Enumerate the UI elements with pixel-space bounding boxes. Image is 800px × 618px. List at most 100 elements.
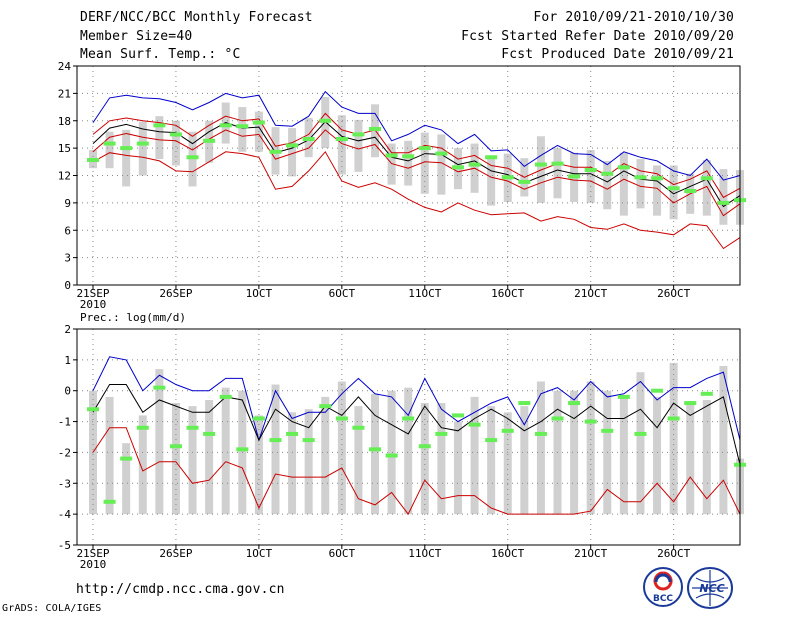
ensemble-box [404, 140, 413, 186]
ensemble-box [337, 115, 346, 175]
observed-marker [534, 162, 547, 167]
ensemble-box [171, 403, 180, 515]
observed-marker [601, 171, 614, 176]
x-tick-label: 16OCT [491, 287, 524, 300]
observed-marker [136, 425, 149, 430]
ensemble-box [487, 406, 496, 515]
ensemble-box [420, 132, 429, 194]
observed-marker [485, 438, 498, 443]
website-url[interactable]: http://cmdp.ncc.cma.gov.cn [76, 582, 285, 597]
observed-marker [335, 137, 348, 141]
y-tick-label: 12 [58, 170, 71, 183]
bcc-logo-text: BCC [653, 594, 673, 604]
x-tick-label: 6OCT [329, 287, 356, 300]
y-tick-label: 18 [58, 115, 71, 128]
ensemble-box [669, 165, 678, 220]
observed-marker [269, 149, 282, 154]
observed-marker [684, 189, 697, 194]
ensemble-box [619, 152, 628, 216]
observed-marker [551, 161, 564, 166]
observed-marker [584, 168, 597, 173]
header-left-line-3: Mean Surf. Temp.: °C [80, 47, 241, 62]
observed-marker [634, 175, 647, 180]
x-tick-label: 26SEP [159, 547, 192, 560]
ensemble-box [570, 390, 579, 515]
observed-marker [700, 176, 713, 181]
ensemble-box [520, 406, 529, 515]
observed-marker [418, 444, 431, 449]
ncc-logo-text: NCC [699, 582, 724, 595]
y-tick-label: -1 [58, 416, 71, 429]
ensemble-box [503, 412, 512, 515]
ensemble-box [653, 396, 662, 515]
ensemble-box [221, 387, 230, 515]
header-right-line-1: For 2010/09/21-2010/10/30 [533, 10, 734, 25]
observed-marker [186, 425, 199, 430]
series-line-lower [92, 129, 741, 217]
observed-marker [87, 407, 99, 412]
y-tick-label: -2 [58, 446, 71, 459]
y-tick-label: 3 [64, 252, 71, 265]
ensemble-box [437, 403, 446, 515]
observed-marker [302, 137, 315, 141]
ensemble-box [636, 372, 645, 515]
ensemble-box [171, 120, 180, 166]
observed-marker [501, 175, 514, 180]
observed-marker [286, 431, 299, 436]
ensemble-box [155, 369, 164, 515]
observed-marker [402, 416, 415, 421]
observed-marker [485, 155, 498, 160]
observed-marker [468, 162, 481, 167]
y-tick-label: 6 [64, 224, 71, 237]
ensemble-box [536, 381, 545, 515]
chart-panel-1: 0 3 6 9 12 15 18 21 24 21SEP 26SEP 1OCT 6OCT 11OCT 16O… [58, 60, 746, 324]
ensemble-box [238, 107, 247, 152]
ensemble-box [138, 415, 147, 515]
observed-marker [551, 416, 564, 421]
ensemble-box [702, 159, 711, 216]
observed-marker [518, 179, 531, 184]
observed-marker [236, 447, 249, 452]
y-tick-label: 0 [64, 279, 71, 292]
observed-marker [634, 431, 647, 436]
observed-marker [252, 416, 265, 421]
observed-marker [435, 431, 448, 436]
ensemble-box [271, 384, 280, 515]
ensemble-box [105, 396, 114, 515]
ensemble-box [686, 403, 695, 515]
observed-marker [451, 413, 464, 418]
x-tick-label: 11OCT [408, 547, 441, 560]
observed-marker [103, 141, 116, 146]
observed-marker [568, 401, 581, 406]
bcc-logo: BCC [643, 567, 683, 607]
ensemble-box [437, 134, 446, 195]
header-left-line-2: Member Size=40 [80, 29, 193, 44]
ensemble-box [122, 129, 131, 187]
ensemble-box [420, 403, 429, 515]
ensemble-box [205, 399, 214, 515]
observed-marker [87, 157, 99, 162]
y-tick-label: 21 [58, 87, 71, 100]
observed-marker [568, 174, 581, 179]
series-line-min [92, 427, 741, 516]
observed-marker [385, 453, 398, 458]
observed-marker [700, 391, 713, 396]
x-year-label: 2010 [80, 558, 107, 571]
x-tick-label: 26SEP [159, 287, 192, 300]
observed-marker [601, 428, 614, 433]
observed-marker [153, 123, 166, 128]
observed-marker [286, 143, 299, 148]
ensemble-box [321, 396, 330, 515]
x-tick-label: 11OCT [408, 287, 441, 300]
ensemble-box [586, 381, 595, 515]
ensemble-box [288, 128, 297, 177]
observed-marker [219, 123, 232, 128]
observed-marker [103, 499, 116, 504]
observed-marker [451, 165, 464, 170]
observed-marker [501, 428, 514, 433]
y-tick-label: -4 [58, 508, 72, 521]
observed-marker [435, 151, 448, 156]
grads-credit: GrADS: COLA/IGES [2, 603, 102, 614]
observed-marker [617, 165, 630, 170]
observed-marker [136, 141, 149, 146]
